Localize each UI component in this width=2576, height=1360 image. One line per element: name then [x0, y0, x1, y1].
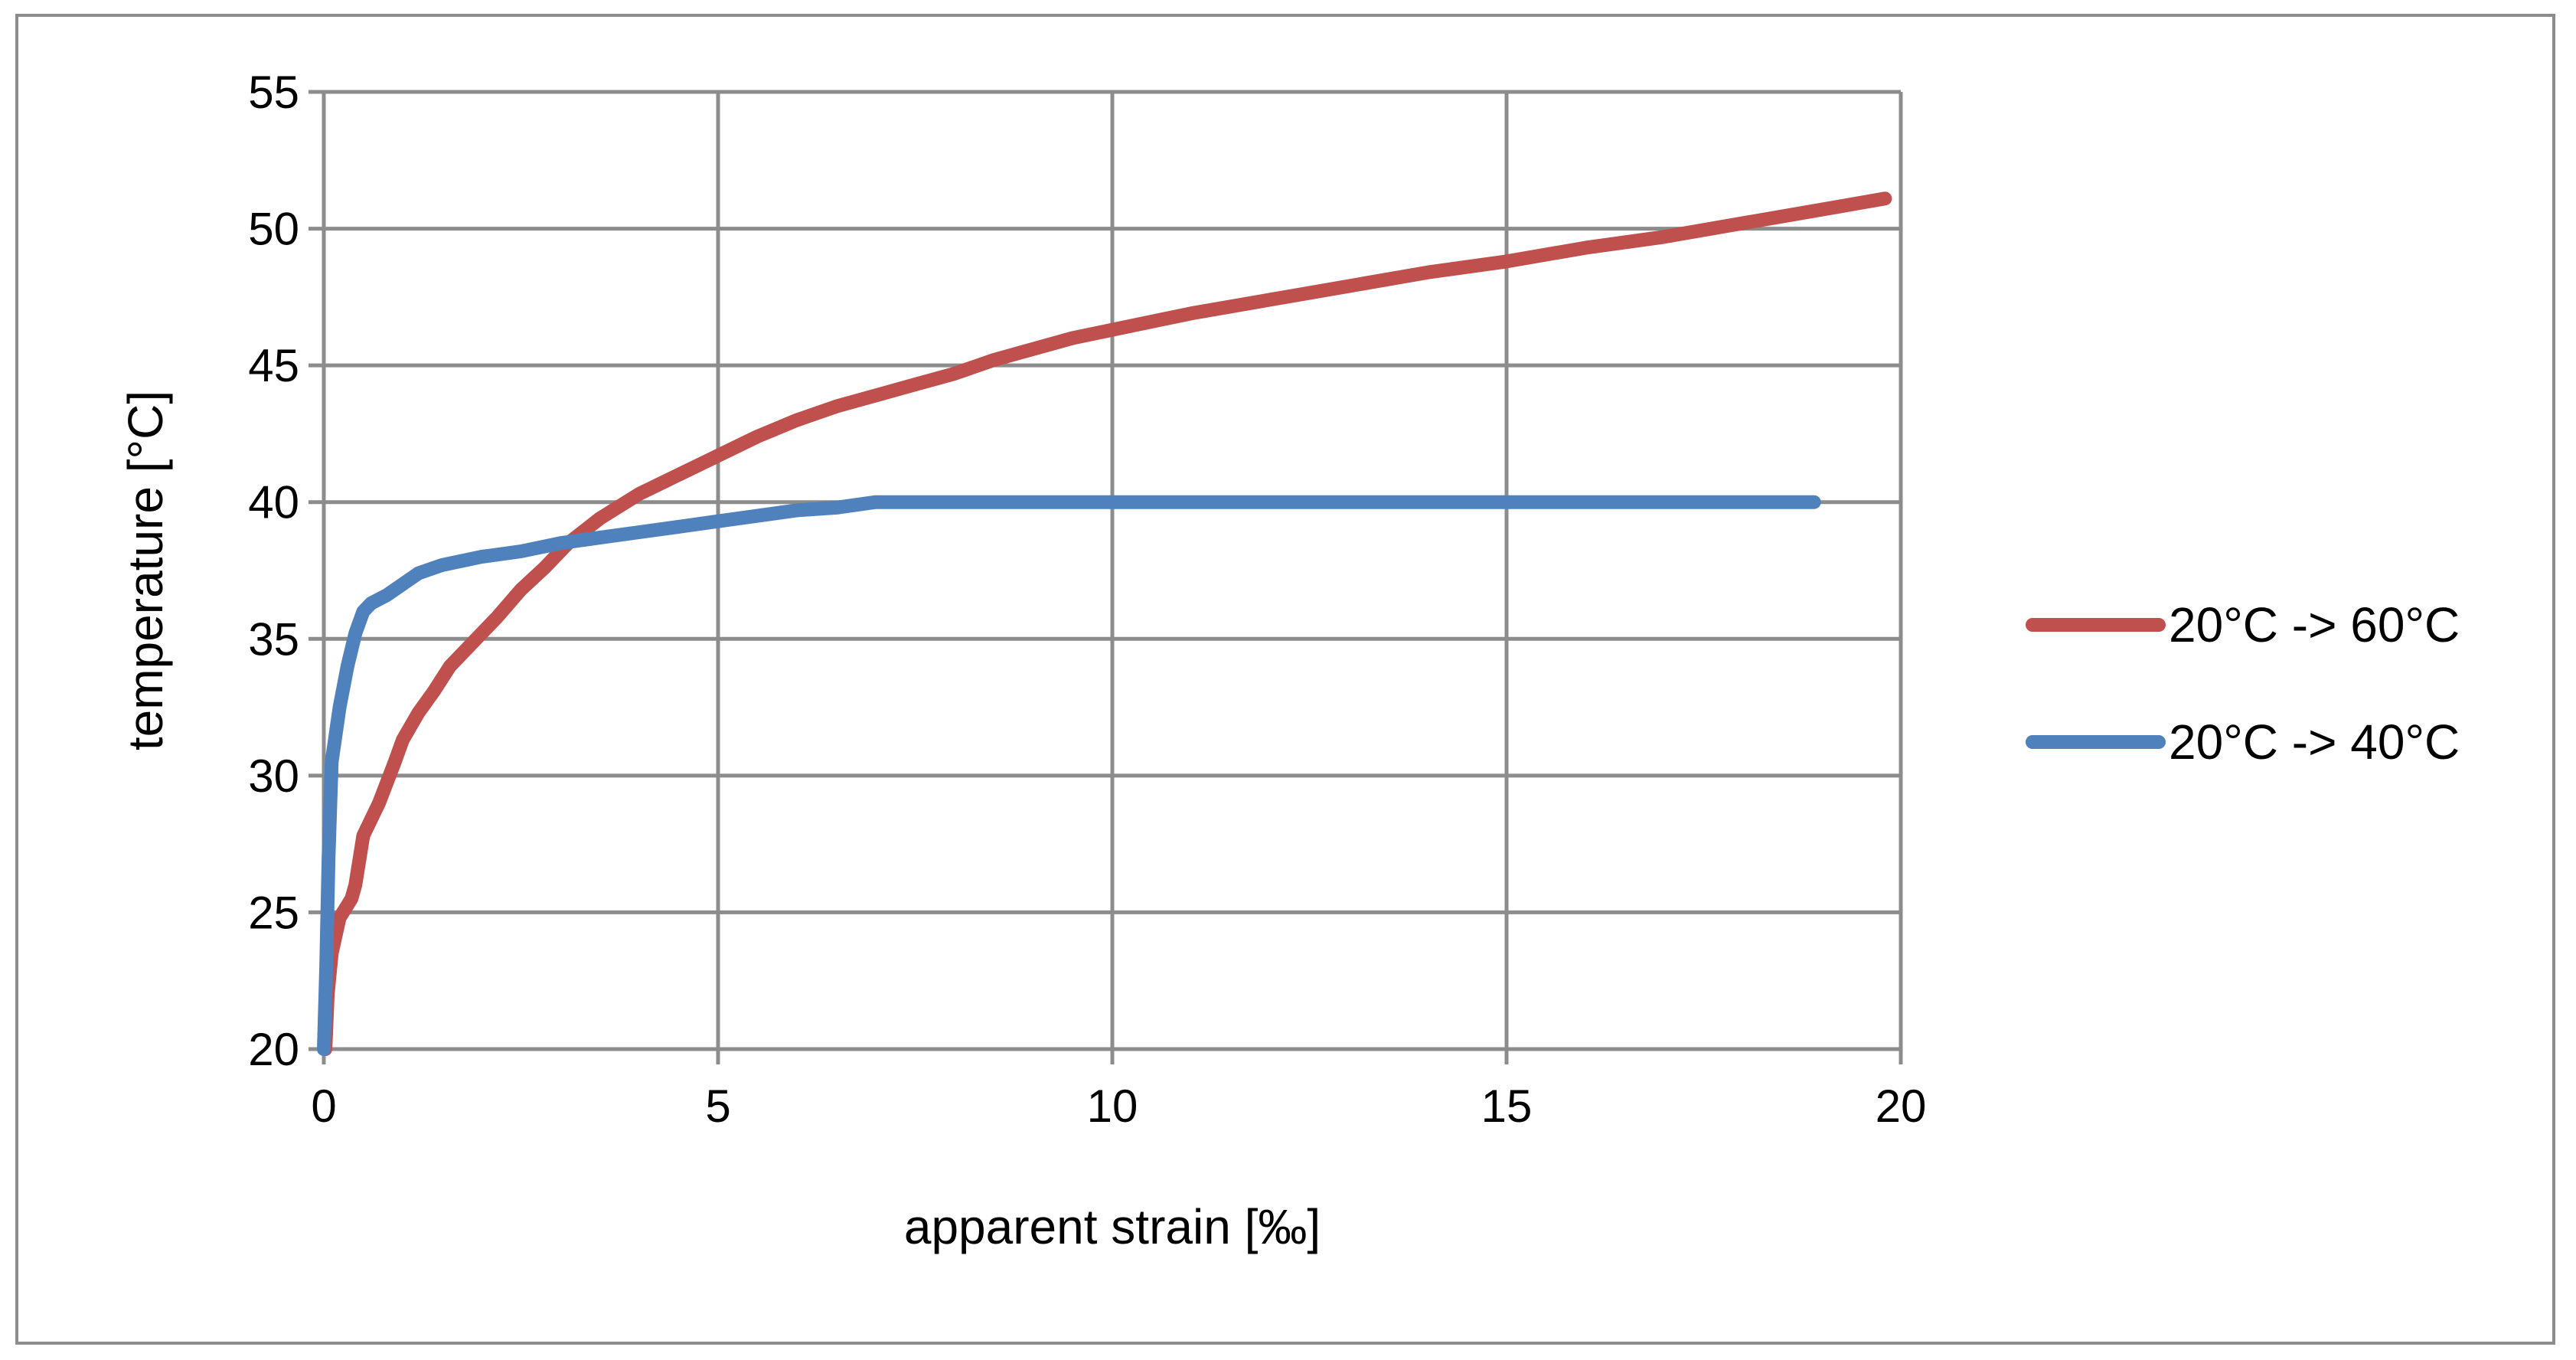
series-lines [317, 191, 1892, 1056]
y-tick-label: 20 [248, 1024, 299, 1075]
x-axis-ticks: 0 5 10 15 20 [311, 1080, 1926, 1132]
legend: 20°C -> 60°C 20°C -> 40°C [2026, 597, 2460, 770]
y-axis-title: temperature [°C] [118, 391, 173, 750]
x-axis-title: apparent strain [‰] [904, 1199, 1321, 1254]
x-tick-label: 0 [311, 1080, 336, 1132]
x-tick-label: 15 [1481, 1080, 1533, 1132]
y-tick-label: 35 [248, 613, 299, 665]
x-tick-label: 20 [1876, 1080, 1927, 1132]
legend-label-series-2: 20°C -> 40°C [2169, 714, 2460, 770]
y-tick-label: 40 [248, 477, 299, 528]
y-tick-label: 50 [248, 204, 299, 255]
y-tick-label: 30 [248, 750, 299, 802]
y-axis-ticks: 20 25 30 35 40 45 50 55 [248, 67, 299, 1075]
series-line-1 [318, 191, 1892, 1056]
legend-label-series-1: 20°C -> 60°C [2169, 597, 2460, 652]
series-line-2 [317, 495, 1821, 1056]
grid [309, 90, 1903, 1064]
y-tick-label: 45 [248, 340, 299, 391]
y-tick-label: 55 [248, 67, 299, 118]
x-tick-label: 10 [1087, 1080, 1138, 1132]
y-tick-label: 25 [248, 887, 299, 938]
x-tick-label: 5 [705, 1080, 730, 1132]
